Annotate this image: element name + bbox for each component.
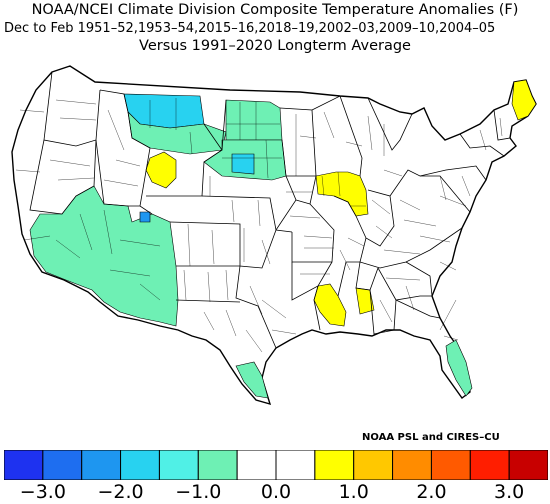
legend-swatch	[392, 450, 432, 480]
map-subtitle-baseline: Versus 1991–2020 Longterm Average	[139, 38, 411, 54]
legend-swatch	[158, 450, 199, 480]
legend-swatch	[197, 450, 238, 480]
legend-swatch	[236, 450, 277, 480]
region-maine	[511, 79, 537, 121]
region-south-texas	[235, 361, 269, 399]
map-title: NOAA/NCEI Climate Division Composite Tem…	[31, 2, 519, 18]
data-credit: NOAA PSL and CIRES–CU	[362, 432, 500, 443]
legend-tick-label: −1.0	[175, 481, 222, 503]
legend-swatch	[353, 450, 394, 480]
legend-tick-label: −3.0	[19, 481, 66, 503]
legend-swatch	[81, 450, 122, 480]
legend-swatch	[275, 450, 316, 480]
region-south-dakota-central	[231, 153, 255, 175]
region-north-dakota	[225, 99, 283, 141]
legend-swatch	[430, 450, 471, 480]
legend-tick-label: 2.0	[416, 481, 447, 503]
region-wyoming-west	[145, 151, 177, 189]
legend-swatch	[508, 450, 548, 480]
legend-swatch	[42, 450, 83, 480]
climate-division-boundaries	[15, 98, 503, 353]
us-climate-division-map	[11, 65, 537, 406]
legend-swatch	[469, 450, 510, 480]
legend-tick-label: 1.0	[338, 481, 369, 503]
region-utah-spot	[139, 211, 151, 223]
legend-swatch	[4, 450, 44, 480]
legend-swatch	[120, 450, 160, 480]
legend-swatch	[314, 450, 355, 480]
region-lower-mississippi	[313, 283, 347, 327]
legend-tick-label: 3.0	[494, 481, 525, 503]
color-legend-bar	[4, 450, 548, 480]
legend-tick-label: −2.0	[97, 481, 144, 503]
legend-tick-label: 0.0	[260, 481, 292, 503]
map-subtitle-period: Dec to Feb 1951–52,1953–54,2015–16,2018–…	[4, 21, 496, 36]
region-florida	[445, 339, 473, 397]
region-iowa-illinois	[315, 171, 369, 217]
